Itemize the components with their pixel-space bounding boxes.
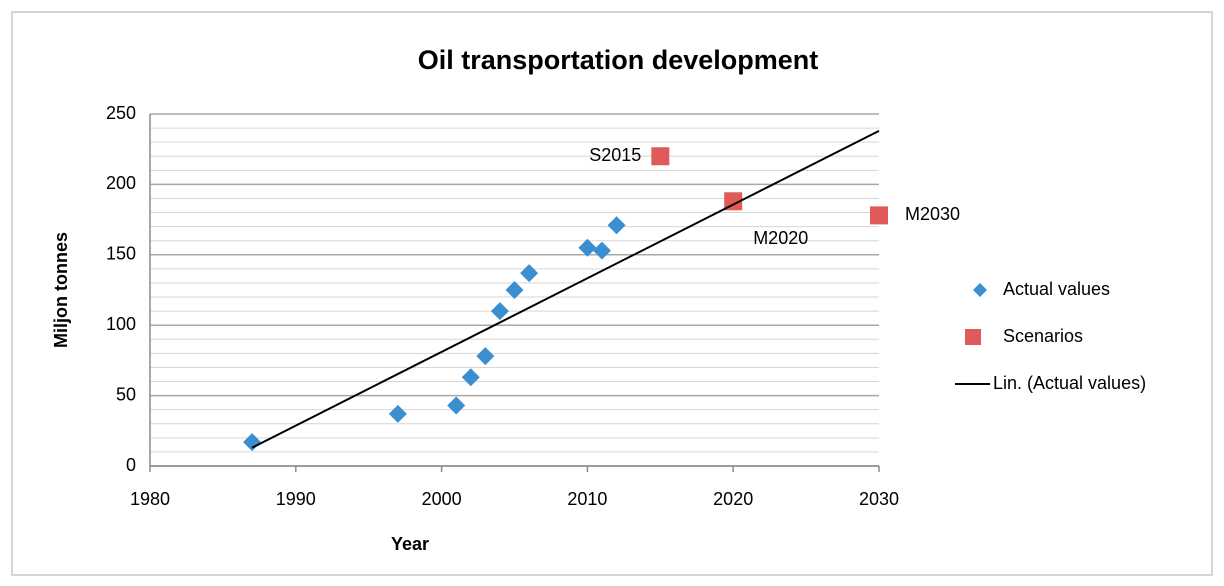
x-axis-title: Year bbox=[391, 534, 429, 554]
point bbox=[607, 216, 626, 235]
point bbox=[651, 147, 670, 166]
legend-label: Actual values bbox=[1003, 279, 1110, 299]
chart-title: Oil transportation development bbox=[418, 45, 819, 75]
point bbox=[243, 433, 262, 452]
y-tick-label: 200 bbox=[106, 173, 136, 193]
point bbox=[388, 404, 407, 423]
x-tick-label: 2030 bbox=[859, 489, 899, 509]
trend-line bbox=[251, 130, 880, 449]
legend-label: Lin. (Actual values) bbox=[993, 373, 1146, 393]
y-tick-label: 150 bbox=[106, 244, 136, 264]
point bbox=[447, 396, 466, 415]
point bbox=[490, 302, 509, 321]
x-tick-label: 1990 bbox=[276, 489, 316, 509]
point bbox=[505, 281, 524, 299]
point bbox=[520, 264, 539, 283]
y-tick-label: 50 bbox=[116, 384, 136, 404]
point bbox=[476, 347, 495, 366]
point bbox=[578, 238, 597, 257]
y-tick-label: 250 bbox=[106, 103, 136, 123]
chart-border bbox=[11, 11, 1213, 576]
y-tick-label: 100 bbox=[106, 314, 136, 334]
legend-label: Scenarios bbox=[1003, 326, 1083, 346]
legend-swatch bbox=[973, 283, 987, 297]
y-tick-label: 0 bbox=[126, 455, 136, 475]
x-tick-label: 2010 bbox=[567, 489, 607, 509]
point bbox=[461, 368, 480, 387]
x-tick-label: 2000 bbox=[422, 489, 462, 509]
y-axis-title: Miljon tonnes bbox=[51, 232, 71, 348]
point bbox=[592, 241, 611, 260]
point-label: M2030 bbox=[905, 204, 960, 224]
point-label: S2015 bbox=[589, 145, 641, 165]
x-tick-label: 1980 bbox=[130, 489, 170, 509]
point-label: M2020 bbox=[753, 228, 808, 248]
x-tick-label: 2020 bbox=[713, 489, 753, 509]
point bbox=[870, 206, 888, 225]
legend-swatch bbox=[965, 329, 981, 345]
